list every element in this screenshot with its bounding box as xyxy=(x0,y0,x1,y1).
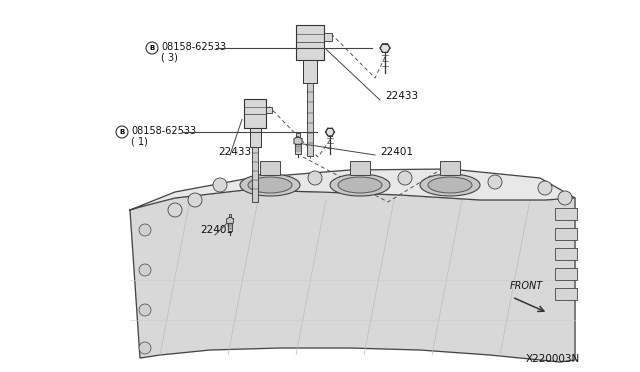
Text: 22433: 22433 xyxy=(218,147,251,157)
Polygon shape xyxy=(227,217,234,225)
Text: FRONT: FRONT xyxy=(510,281,543,291)
Circle shape xyxy=(398,171,412,185)
Bar xyxy=(555,288,577,300)
Bar xyxy=(296,25,324,60)
Circle shape xyxy=(213,178,227,192)
Bar xyxy=(266,107,271,113)
Bar xyxy=(250,128,260,147)
Circle shape xyxy=(558,191,572,205)
Circle shape xyxy=(139,224,151,236)
Bar xyxy=(555,248,577,260)
Text: 22433: 22433 xyxy=(385,91,418,101)
Text: ( 3): ( 3) xyxy=(161,53,178,63)
Text: X220003N: X220003N xyxy=(525,354,580,364)
Circle shape xyxy=(139,304,151,316)
Bar xyxy=(228,223,232,231)
Text: B: B xyxy=(120,129,125,135)
Polygon shape xyxy=(130,190,575,362)
Circle shape xyxy=(139,342,151,354)
Bar xyxy=(324,33,332,41)
Bar xyxy=(296,144,301,154)
Bar xyxy=(228,214,232,217)
Ellipse shape xyxy=(330,174,390,196)
Text: B: B xyxy=(149,45,155,51)
Text: 08158-62533: 08158-62533 xyxy=(161,42,226,52)
Circle shape xyxy=(139,264,151,276)
Ellipse shape xyxy=(420,174,480,196)
Bar xyxy=(440,161,460,175)
Bar xyxy=(303,60,317,83)
Circle shape xyxy=(308,171,322,185)
Text: 22401: 22401 xyxy=(200,225,233,235)
Polygon shape xyxy=(380,44,390,52)
Circle shape xyxy=(538,181,552,195)
Text: 08158-62533: 08158-62533 xyxy=(131,126,196,136)
Bar xyxy=(555,208,577,220)
Bar xyxy=(260,161,280,175)
Ellipse shape xyxy=(338,177,382,193)
Polygon shape xyxy=(130,169,575,210)
Polygon shape xyxy=(294,137,302,146)
Bar xyxy=(252,147,258,202)
Bar xyxy=(555,228,577,240)
Bar xyxy=(244,99,266,128)
Circle shape xyxy=(188,193,202,207)
Ellipse shape xyxy=(428,177,472,193)
Bar xyxy=(296,133,300,137)
Ellipse shape xyxy=(240,174,300,196)
Circle shape xyxy=(488,175,502,189)
Ellipse shape xyxy=(248,177,292,193)
Circle shape xyxy=(168,203,182,217)
Text: 22401: 22401 xyxy=(380,147,413,157)
Bar xyxy=(555,268,577,280)
Bar xyxy=(350,161,370,175)
Polygon shape xyxy=(326,128,334,136)
Text: ( 1): ( 1) xyxy=(131,137,148,147)
Bar xyxy=(307,83,314,156)
